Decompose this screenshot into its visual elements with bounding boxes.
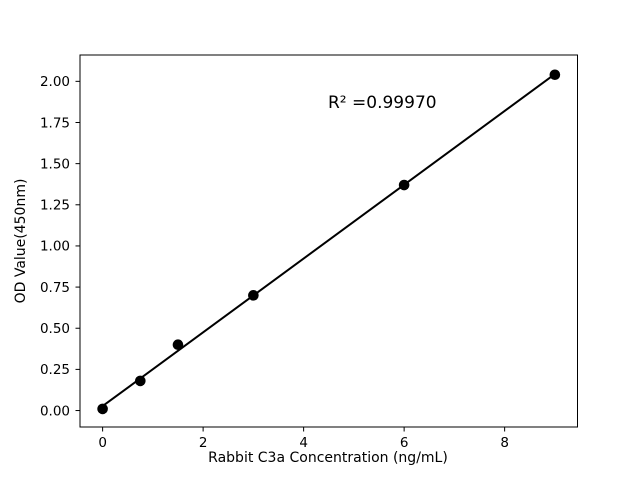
y-tick-label: 1.50	[40, 156, 70, 172]
y-tick-label: 1.75	[40, 115, 70, 131]
x-tick-label: 0	[98, 435, 107, 451]
r-squared-annotation: R² =0.99970	[328, 93, 437, 113]
data-point	[135, 375, 146, 387]
y-tick-label: 1.25	[40, 198, 70, 214]
y-tick-label: 0.75	[40, 280, 70, 296]
data-point	[398, 179, 410, 191]
data-point	[97, 403, 108, 415]
y-tick-label: 0.25	[40, 362, 70, 378]
x-axis-label: Rabbit C3a Concentration (ng/mL)	[208, 450, 448, 466]
fit-line	[101, 73, 556, 408]
y-tick-label: 0.50	[40, 321, 70, 337]
x-tick-label: 8	[500, 435, 509, 451]
data-point	[172, 339, 184, 350]
y-axis-label: OD Value(450nm)	[13, 179, 29, 304]
x-tick-label: 2	[199, 435, 208, 451]
plot-border	[79, 54, 578, 428]
y-tick-label: 2.00	[40, 74, 70, 90]
x-tick-label: 4	[299, 435, 308, 451]
data-point	[549, 69, 561, 81]
y-tick-label: 0.00	[40, 403, 70, 419]
x-tick-label: 6	[400, 435, 409, 451]
y-tick-label: 1.00	[40, 239, 70, 255]
data-point	[248, 290, 259, 301]
